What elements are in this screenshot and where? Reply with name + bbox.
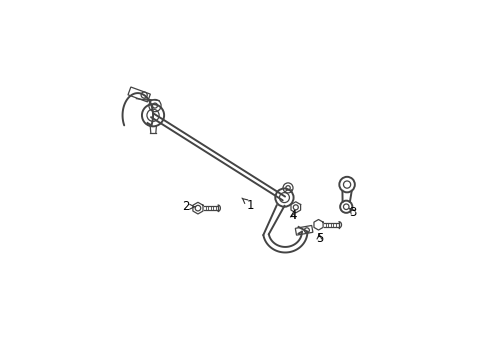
Text: 5: 5 (315, 232, 323, 245)
Text: 4: 4 (289, 208, 297, 221)
Text: 1: 1 (242, 198, 254, 212)
Text: 3: 3 (349, 206, 356, 219)
Text: 2: 2 (182, 200, 195, 213)
